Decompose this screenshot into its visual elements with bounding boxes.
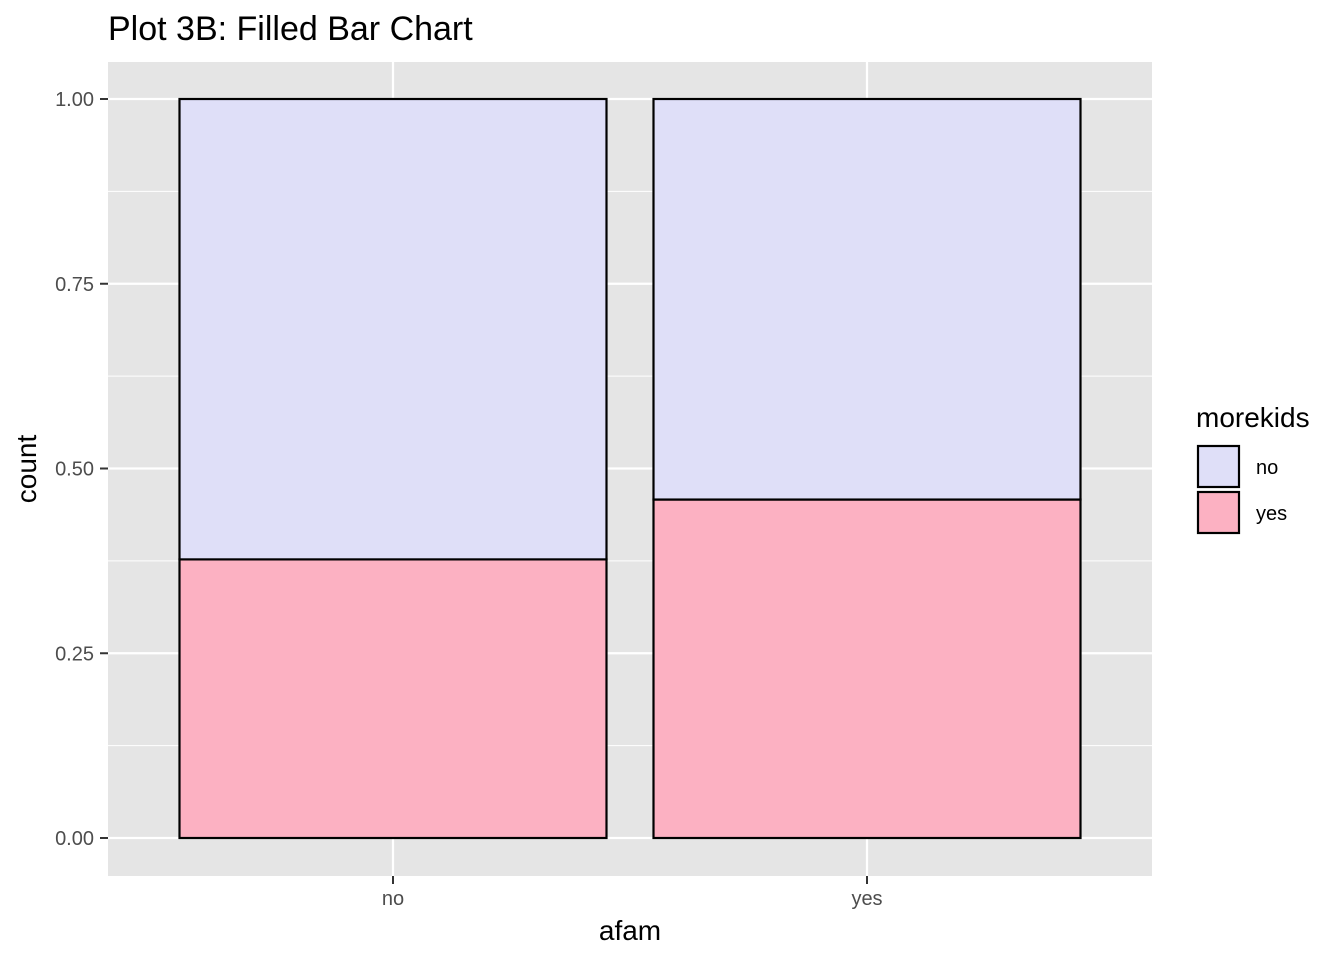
y-tick-label: 0.50 [55, 459, 94, 481]
y-axis: 0.00 0.25 0.50 0.75 1.00 [55, 89, 108, 850]
y-tick-label: 0.75 [55, 274, 94, 296]
x-axis-title: afam [599, 915, 661, 946]
legend-key-yes [1196, 490, 1241, 535]
x-tick-label: yes [851, 888, 882, 910]
legend-title: morekids [1196, 402, 1310, 433]
legend-key-no [1196, 444, 1241, 489]
bar-segment-no-no [178, 97, 608, 561]
y-tick-label: 0.00 [55, 828, 94, 850]
bar-segment-yes-no [652, 97, 1082, 501]
y-axis-title: count [11, 435, 42, 504]
y-tick-label: 0.25 [55, 643, 94, 665]
bars [178, 97, 1082, 840]
chart-title: Plot 3B: Filled Bar Chart [108, 10, 473, 48]
bar-segment-no-yes [178, 558, 608, 840]
legend-label-no: no [1256, 457, 1278, 479]
x-tick-label: no [382, 888, 404, 910]
legend-label-yes: yes [1256, 503, 1287, 525]
bar-segment-yes-yes [652, 498, 1082, 840]
x-axis: no yes [382, 876, 883, 910]
y-tick-label: 1.00 [55, 89, 94, 111]
legend: morekids no yes [1196, 402, 1310, 535]
